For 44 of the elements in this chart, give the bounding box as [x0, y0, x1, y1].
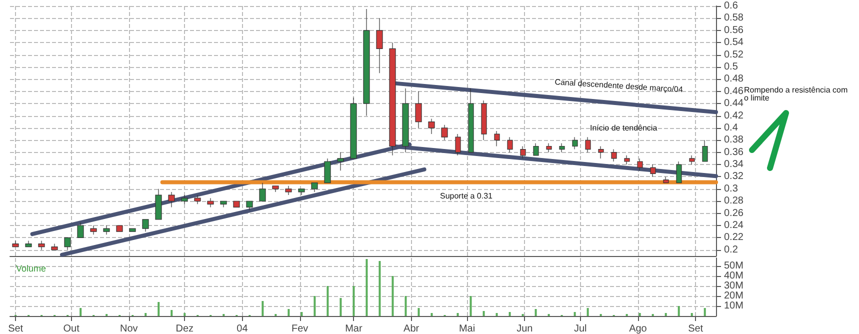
y-tick-label: 30M: [724, 280, 744, 292]
x-tick-label: Ago: [629, 324, 648, 334]
x-tick-label: Mai: [458, 324, 476, 334]
x-tick-label: Set: [8, 324, 24, 334]
annotation: Início de tendência: [590, 124, 658, 132]
y-tick-label: 0.48: [724, 74, 744, 85]
y-tick-label: 0.32: [724, 171, 744, 182]
y-tick-label: 0.46: [724, 86, 744, 97]
x-tick-label: Abr: [404, 324, 420, 334]
x-tick-label: Nov: [120, 324, 138, 334]
text: Rompendo a resistência com o limite: [744, 86, 850, 102]
y-tick-label: 0.3: [724, 183, 738, 194]
y-tick-label: 0.22: [724, 232, 744, 244]
y-tick-label: 0.5: [724, 61, 738, 72]
x-tick-label: Mar: [345, 324, 363, 334]
y-tick-label: 0.6: [724, 0, 738, 12]
y-tick-label: 50M: [724, 260, 744, 272]
y-tick-label: 0.24: [724, 220, 744, 232]
y-tick-label: 0.56: [724, 24, 744, 36]
y-tick-label: 0.28: [724, 196, 744, 207]
y-tick-label: 0.34: [724, 159, 744, 170]
annotation: Canal descendente desde março/04: [554, 78, 684, 94]
y-tick-label: 0.38: [724, 134, 744, 146]
y-tick-label: 0.52: [724, 49, 744, 60]
text: Volume: [16, 264, 46, 274]
x-tick-label: Jun: [516, 324, 533, 334]
y-tick-label: 0.4: [724, 122, 738, 134]
y-tick-label: 0.54: [724, 37, 744, 48]
x-tick-label: Out: [63, 324, 80, 334]
x-tick-label: 04: [236, 324, 248, 334]
y-tick-label: 0.42: [724, 110, 744, 122]
x-tick-label: Dez: [176, 324, 194, 334]
annotation: Suporte a 0.31: [440, 192, 494, 200]
y-tick-label: 0.44: [724, 98, 744, 110]
x-tick-label: Set: [688, 324, 704, 334]
y-tick-label: 0.36: [724, 146, 744, 158]
y-tick-label: 0.58: [724, 12, 744, 24]
y-tick-label: 0.26: [724, 208, 744, 219]
y-tick-label: 20M: [724, 290, 744, 302]
y-tick-label: 10M: [724, 300, 744, 312]
x-tick-label: Fev: [291, 324, 308, 334]
y-tick-label: 0.2: [724, 244, 738, 256]
y-tick-label: 40M: [724, 270, 744, 282]
x-tick-label: Jul: [574, 324, 587, 334]
